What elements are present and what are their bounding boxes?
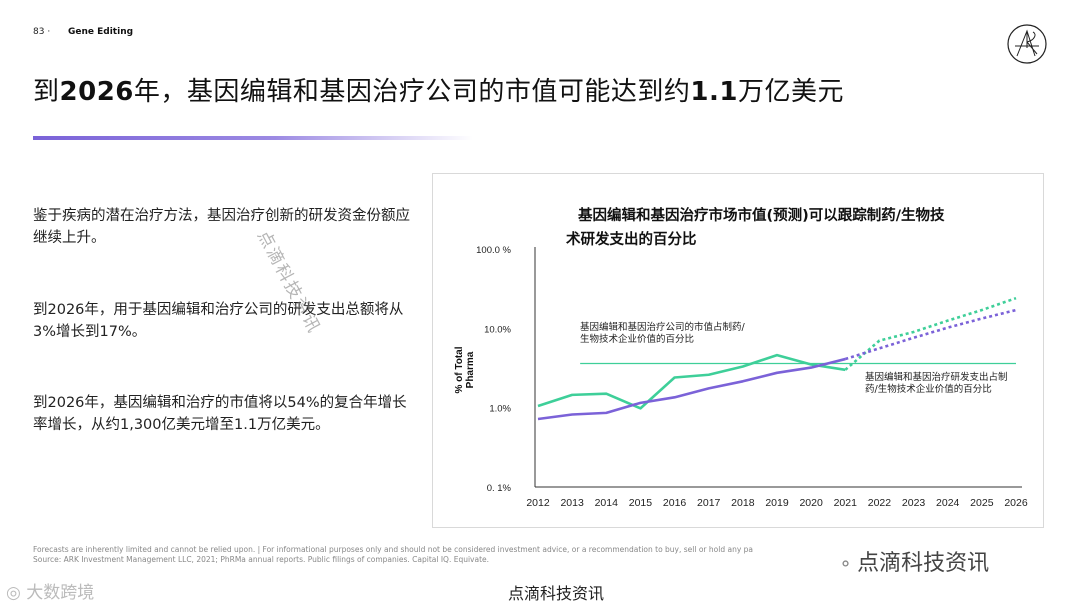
series-0-forecast-line (844, 296, 1017, 371)
watermark-left-text: 大数跨境 (26, 583, 95, 603)
series-layer (537, 296, 1017, 421)
watermark-left: ◎ 大数跨境 (6, 578, 94, 603)
x-tick-label: 2021 (834, 497, 858, 509)
y-tick-label: 1.0% (489, 404, 511, 415)
series-1-label: 药/生物技术企业价值的百分比 (865, 383, 992, 395)
y-tick-label: 0. 1% (487, 483, 512, 494)
section-title: Gene Editing (68, 27, 134, 37)
y-axis-label-line: % of Total (454, 346, 465, 393)
x-tick-label: 2022 (868, 497, 892, 509)
x-tick-label: 2025 (970, 497, 994, 509)
x-tick-label: 2026 (1004, 497, 1028, 509)
title-year: 2026 (59, 77, 134, 107)
paragraph-rnd-spend: 到2026年，用于基因编辑和治疗公司的研发支出总额将从3%增长到17%。 (33, 302, 404, 340)
series-0-label: 基因编辑和基因治疗公司的市值占制药/ (580, 321, 746, 333)
y-axis-label: % of Total Pharma (454, 346, 476, 393)
series-0-actual-line (537, 353, 846, 410)
axes (534, 247, 1022, 488)
x-tick-label: 2019 (765, 497, 789, 509)
x-tick-label: 2017 (697, 497, 721, 509)
series-1-forecast-line (844, 308, 1017, 361)
series-1-label: 基因编辑和基因治疗研发支出占制 (865, 371, 1008, 383)
watermark-right-text: 点滴科技资讯 (857, 551, 990, 576)
y-tick-label: 100.0 % (476, 245, 511, 256)
market-cap-chart: % of Total Pharma 100.0 % 10.0% 1.0% 0. 1% 2… (454, 245, 1028, 509)
x-tick-label: 2014 (595, 497, 619, 509)
x-tick-label: 2016 (663, 497, 687, 509)
y-axis-ticks: 100.0 % 10.0% 1.0% 0. 1% (476, 245, 511, 494)
x-tick-label: 2013 (560, 497, 584, 509)
series-0-label: 生物技术企业价值的百分比 (580, 333, 694, 345)
watermark-bottom: 点滴科技资讯 (508, 584, 605, 603)
footer-line-2: Source: ARK Investment Management LLC, 2… (33, 555, 490, 564)
chart-title-line-2: 术研发支出的百分比 (566, 232, 697, 248)
y-axis-label-group: % of Total Pharma (454, 346, 476, 393)
title-prefix: 到 (33, 77, 60, 107)
x-tick-label: 2018 (731, 497, 755, 509)
x-tick-label: 2015 (629, 497, 653, 509)
footer-disclaimer: Forecasts are inherently limited and can… (33, 545, 753, 565)
title-accent-bar (33, 136, 473, 140)
paragraph-market-cap: 到2026年，基因编辑和治疗的市值将以54%的复合年增长率增长，从约1,300亿… (33, 395, 407, 433)
series-labels: 基因编辑和基因治疗公司的市值占制药/生物技术企业价值的百分比基因编辑和基因治疗研… (580, 321, 1008, 395)
x-tick-label: 2012 (526, 497, 550, 509)
chart-title-line-1: 基因编辑和基因治疗市场市值(预测)可以跟踪制药/生物技 (578, 208, 945, 224)
series-1-actual-line (537, 357, 846, 421)
title-mid: 年，基因编辑和基因治疗公司的市值可能达到约 (133, 77, 691, 107)
title-suffix: 万亿美元 (737, 77, 844, 107)
x-tick-label: 2023 (902, 497, 926, 509)
chart-title: 基因编辑和基因治疗市场市值(预测)可以跟踪制药/生物技 术研发支出的百分比 (566, 204, 1008, 252)
title-value: 1.1 (690, 77, 738, 107)
chart-frame (432, 173, 1044, 528)
wechat-icon: ⚬ (838, 554, 854, 575)
page-title: 到2026年，基因编辑和基因治疗公司的市值可能达到约1.1万亿美元 (33, 71, 844, 108)
x-tick-label: 2024 (936, 497, 960, 509)
page-number: 83 · (33, 27, 51, 37)
ark-logo-icon (1007, 24, 1047, 64)
y-tick-label: 10.0% (484, 324, 511, 335)
watermark-right: ⚬ 点滴科技资讯 (838, 545, 989, 577)
dashuju-logo-icon: ◎ (6, 583, 27, 603)
footer-line-1: Forecasts are inherently limited and can… (33, 545, 753, 554)
x-axis-ticks: 2012 2013 2014 2015 2016 2017 2018 2019 2020 2021… (526, 497, 1028, 509)
x-tick-label: 2020 (799, 497, 823, 509)
paragraph-rnd-share: 鉴于疾病的潜在治疗方法，基因治疗创新的研发资金份额应继续上升。 (33, 208, 410, 246)
y-axis-label-line: Pharma (465, 351, 476, 388)
